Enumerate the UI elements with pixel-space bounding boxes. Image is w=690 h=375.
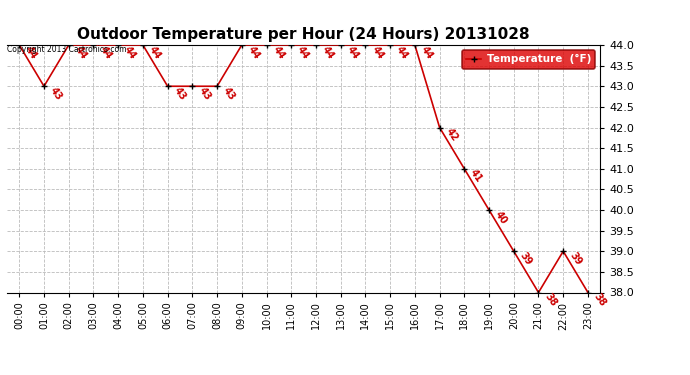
Text: 44: 44 <box>295 44 311 61</box>
Text: 44: 44 <box>370 44 386 61</box>
Text: 44: 44 <box>270 44 286 61</box>
Text: 44: 44 <box>73 44 89 61</box>
Text: 44: 44 <box>394 44 411 61</box>
Text: 44: 44 <box>122 44 138 61</box>
Text: 40: 40 <box>493 209 509 226</box>
Text: 39: 39 <box>567 251 583 267</box>
Text: 38: 38 <box>592 291 608 308</box>
Text: 44: 44 <box>320 44 336 61</box>
Legend: Temperature  (°F): Temperature (°F) <box>462 50 595 69</box>
Text: 42: 42 <box>444 127 460 143</box>
Text: 44: 44 <box>97 44 114 61</box>
Title: Outdoor Temperature per Hour (24 Hours) 20131028: Outdoor Temperature per Hour (24 Hours) … <box>77 27 530 42</box>
Text: 44: 44 <box>419 44 435 61</box>
Text: 43: 43 <box>172 86 188 102</box>
Text: 43: 43 <box>197 86 213 102</box>
Text: 44: 44 <box>345 44 361 61</box>
Text: 43: 43 <box>221 86 237 102</box>
Text: 38: 38 <box>542 291 559 308</box>
Text: 39: 39 <box>518 251 534 267</box>
Text: 43: 43 <box>48 86 64 102</box>
Text: 44: 44 <box>147 44 163 61</box>
Text: 44: 44 <box>246 44 262 61</box>
Text: 44: 44 <box>23 44 39 61</box>
Text: Copyright 2013 Cartronics.com: Copyright 2013 Cartronics.com <box>7 45 126 54</box>
Text: 41: 41 <box>469 168 484 184</box>
